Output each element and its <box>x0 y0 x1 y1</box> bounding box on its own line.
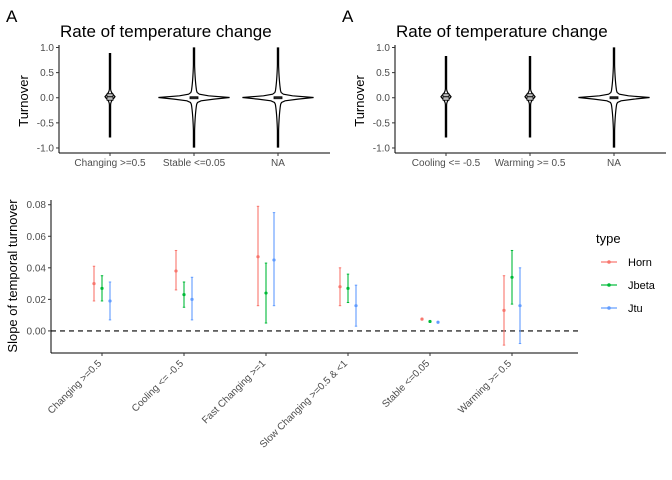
panel-3-xtick-5: Warming >= 0.5 <box>456 358 514 416</box>
panel-1-plot: -1.0 -0.5 0.0 0.5 1.0 <box>37 43 330 156</box>
panel-2-title: Rate of temperature change <box>396 22 608 41</box>
legend: type Horn Jbeta Jtu <box>596 231 656 315</box>
violin-panel-2: A Rate of temperature change Turnover -1… <box>342 7 666 169</box>
legend-title: type <box>596 231 621 246</box>
jtu-point-4 <box>436 320 440 324</box>
panel-1-ytick-label-0: -1.0 <box>37 143 55 154</box>
panel-2-plot: -1.0 -0.5 0.0 0.5 1.0 <box>373 43 666 156</box>
panel-3-ytick-label-0: 0.00 <box>27 326 47 337</box>
panel-3-xtick-1: Cooling <= -0.5 <box>130 358 186 414</box>
jbeta-point-3 <box>346 286 350 290</box>
panel-1-ytick-label-4: 1.0 <box>40 43 54 54</box>
jbeta-point-2 <box>264 291 268 295</box>
panel-3-ytick-label-1: 0.02 <box>27 295 47 306</box>
panel-3-xtick-3: Slow Changing >=0.5 & <1 <box>258 358 350 450</box>
horn-point-5 <box>502 308 506 313</box>
horn-point-2 <box>256 255 260 259</box>
legend-label-jbeta: Jbeta <box>628 280 656 292</box>
panel-3-xtick-0: Changing >=0.5 <box>46 358 104 416</box>
panel-3-plot: 0.00 0.02 0.04 0.06 0.08 <box>27 200 578 356</box>
panel-3-ytick-label-4: 0.08 <box>27 200 47 211</box>
jtu-point-0 <box>108 299 112 303</box>
legend-key-point-horn <box>607 260 611 264</box>
jtu-point-3 <box>354 304 358 308</box>
jbeta-point-4 <box>428 319 432 324</box>
jtu-point-5 <box>518 304 522 308</box>
violin-panel-1: A Rate of temperature change Turnover -1… <box>6 7 330 169</box>
panel-3-xtick-2: Fast Changing >=1 <box>200 358 268 426</box>
panel-1-xtick-1: Stable <=0.05 <box>163 158 226 169</box>
panel-2-ytick-label-3: 0.5 <box>376 68 390 79</box>
panel-1-ylabel: Turnover <box>16 75 31 127</box>
legend-key-point-jtu <box>607 306 611 310</box>
panel-label-1: A <box>6 7 18 26</box>
panel-3-ytick-label-2: 0.04 <box>27 263 47 274</box>
horn-point-1 <box>174 269 178 273</box>
horn-point-4 <box>420 317 424 321</box>
panel-2-xtick-0: Cooling <= -0.5 <box>412 158 481 169</box>
errorbar-panel: Slope of temporal turnover 0.000.020.040… <box>5 199 578 450</box>
panel-3-ytick-label-3: 0.06 <box>27 232 47 243</box>
panel-2-ylabel: Turnover <box>352 75 367 127</box>
panel-2-ytick-label-2: 0.0 <box>376 93 390 104</box>
legend-keys <box>601 260 617 310</box>
panel-3-ylabel: Slope of temporal turnover <box>5 199 20 353</box>
panel-label-2: A <box>342 7 354 26</box>
panel-1-ytick-label-2: 0.0 <box>40 93 54 104</box>
panel-2-ytick-label-0: -1.0 <box>373 143 391 154</box>
jbeta-point-1 <box>182 293 186 297</box>
panel-1-title: Rate of temperature change <box>60 22 272 41</box>
jbeta-point-5 <box>510 275 514 279</box>
horn-point-3 <box>338 285 342 289</box>
jbeta-point-0 <box>100 286 104 290</box>
panel-1-ytick-label-1: -0.5 <box>37 118 55 129</box>
panel-2-xtick-1: Warming >= 0.5 <box>495 158 566 169</box>
jtu-point-1 <box>190 297 194 301</box>
jtu-point-2 <box>272 258 276 262</box>
panel-2-xtick-2: NA <box>607 158 621 169</box>
panel-1-xtick-0: Changing >=0.5 <box>74 158 146 169</box>
panel-1-ytick-label-3: 0.5 <box>40 68 54 79</box>
panel-2-ytick-label-1: -0.5 <box>373 118 391 129</box>
legend-label-horn: Horn <box>628 257 652 269</box>
panel-2-ytick-label-4: 1.0 <box>376 43 390 54</box>
panel-3-xtick-4: Stable <=0.05 <box>380 358 432 410</box>
panel-1-xtick-2: NA <box>271 158 285 169</box>
horn-point-0 <box>92 281 96 286</box>
legend-key-point-jbeta <box>607 283 611 287</box>
legend-label-jtu: Jtu <box>628 303 643 315</box>
